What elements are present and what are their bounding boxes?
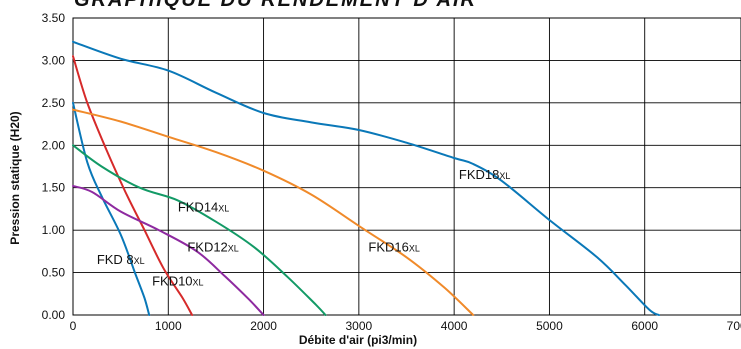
series-labels: FKD 8XL FKD10XL FKD12XL FKD14XL FKD16XL FKD18… <box>97 167 511 288</box>
y-axis-title: Pression statique (H20) <box>8 111 22 244</box>
curve-fkd12 <box>72 185 265 316</box>
plot-frame <box>72 17 741 316</box>
x-tick-label: 1000 <box>155 319 182 333</box>
curve-fkd16 <box>72 108 475 316</box>
x-axis-title: Débite d'air (pi3/min) <box>299 333 417 347</box>
curve-fkd10 <box>72 55 194 316</box>
y-tick-label: 3.00 <box>42 53 66 67</box>
curve-fkd18 <box>72 40 660 316</box>
x-tick-label: 2000 <box>250 319 277 333</box>
y-tick-label: 2.00 <box>42 138 66 152</box>
curve-fkd8 <box>72 101 151 316</box>
x-tick-label: 3000 <box>346 319 373 333</box>
series-curves <box>72 40 660 316</box>
curve-fkd14 <box>72 144 327 316</box>
x-tick-label: 4000 <box>441 319 468 333</box>
series-label-fkd14: FKD14XL <box>178 199 229 214</box>
y-tick-label: 1.50 <box>42 181 66 195</box>
chart-title: GRAPHIQUE DU RENDEMENT D'AIR <box>74 0 477 11</box>
series-label-fkd16: FKD16XL <box>368 239 419 254</box>
y-tick-label: 2.50 <box>42 96 66 110</box>
y-tick-label: 3.50 <box>42 11 66 25</box>
series-label-fkd10: FKD10XL <box>152 273 203 288</box>
x-tick-label: 5000 <box>536 319 563 333</box>
x-tick-label: 7000 <box>727 319 741 333</box>
series-label-fkd12: FKD12XL <box>187 239 238 254</box>
y-tick-label: 0.00 <box>42 308 66 322</box>
y-tick-label: 0.50 <box>42 266 66 280</box>
series-label-fkd8: FKD 8XL <box>97 252 145 267</box>
series-label-fkd18: FKD18XL <box>459 167 510 182</box>
grid <box>72 17 741 316</box>
tick-labels: 0 1000 2000 3000 4000 5000 6000 7000 0.00 0.50 1.0… <box>42 11 741 333</box>
x-tick-label: 0 <box>70 319 77 333</box>
x-tick-label: 6000 <box>631 319 658 333</box>
y-tick-label: 1.00 <box>42 223 66 237</box>
